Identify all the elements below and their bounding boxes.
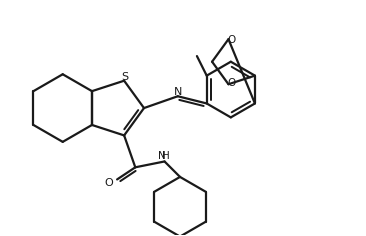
- Text: N: N: [158, 152, 165, 161]
- Text: O: O: [227, 35, 236, 45]
- Text: O: O: [227, 78, 236, 88]
- Text: O: O: [105, 178, 113, 188]
- Text: N: N: [173, 87, 182, 97]
- Text: S: S: [122, 72, 129, 82]
- Text: H: H: [162, 152, 169, 161]
